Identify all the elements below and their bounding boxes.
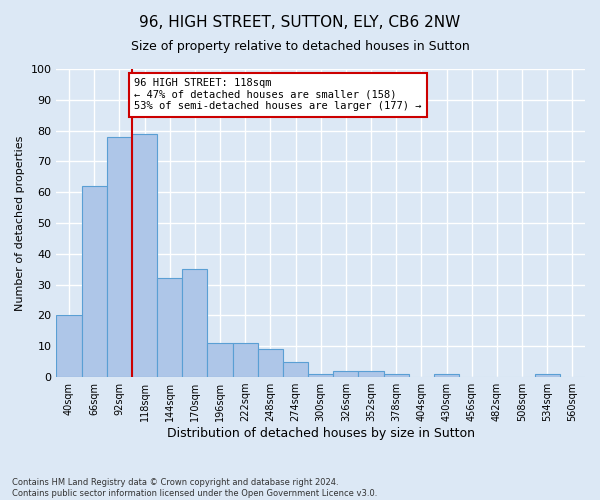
Bar — [107, 137, 132, 377]
X-axis label: Distribution of detached houses by size in Sutton: Distribution of detached houses by size … — [167, 427, 475, 440]
Bar — [56, 316, 82, 377]
Y-axis label: Number of detached properties: Number of detached properties — [15, 136, 25, 310]
Bar — [258, 350, 283, 377]
Bar — [383, 374, 409, 377]
Bar — [308, 374, 333, 377]
Bar — [182, 270, 208, 377]
Text: Contains HM Land Registry data © Crown copyright and database right 2024.
Contai: Contains HM Land Registry data © Crown c… — [12, 478, 377, 498]
Bar — [157, 278, 182, 377]
Bar — [358, 371, 383, 377]
Bar — [208, 343, 233, 377]
Bar — [333, 371, 358, 377]
Text: 96, HIGH STREET, SUTTON, ELY, CB6 2NW: 96, HIGH STREET, SUTTON, ELY, CB6 2NW — [139, 15, 461, 30]
Bar — [283, 362, 308, 377]
Bar — [132, 134, 157, 377]
Bar — [82, 186, 107, 377]
Text: Size of property relative to detached houses in Sutton: Size of property relative to detached ho… — [131, 40, 469, 53]
Bar — [434, 374, 459, 377]
Bar — [233, 343, 258, 377]
Text: 96 HIGH STREET: 118sqm
← 47% of detached houses are smaller (158)
53% of semi-de: 96 HIGH STREET: 118sqm ← 47% of detached… — [134, 78, 422, 112]
Bar — [535, 374, 560, 377]
